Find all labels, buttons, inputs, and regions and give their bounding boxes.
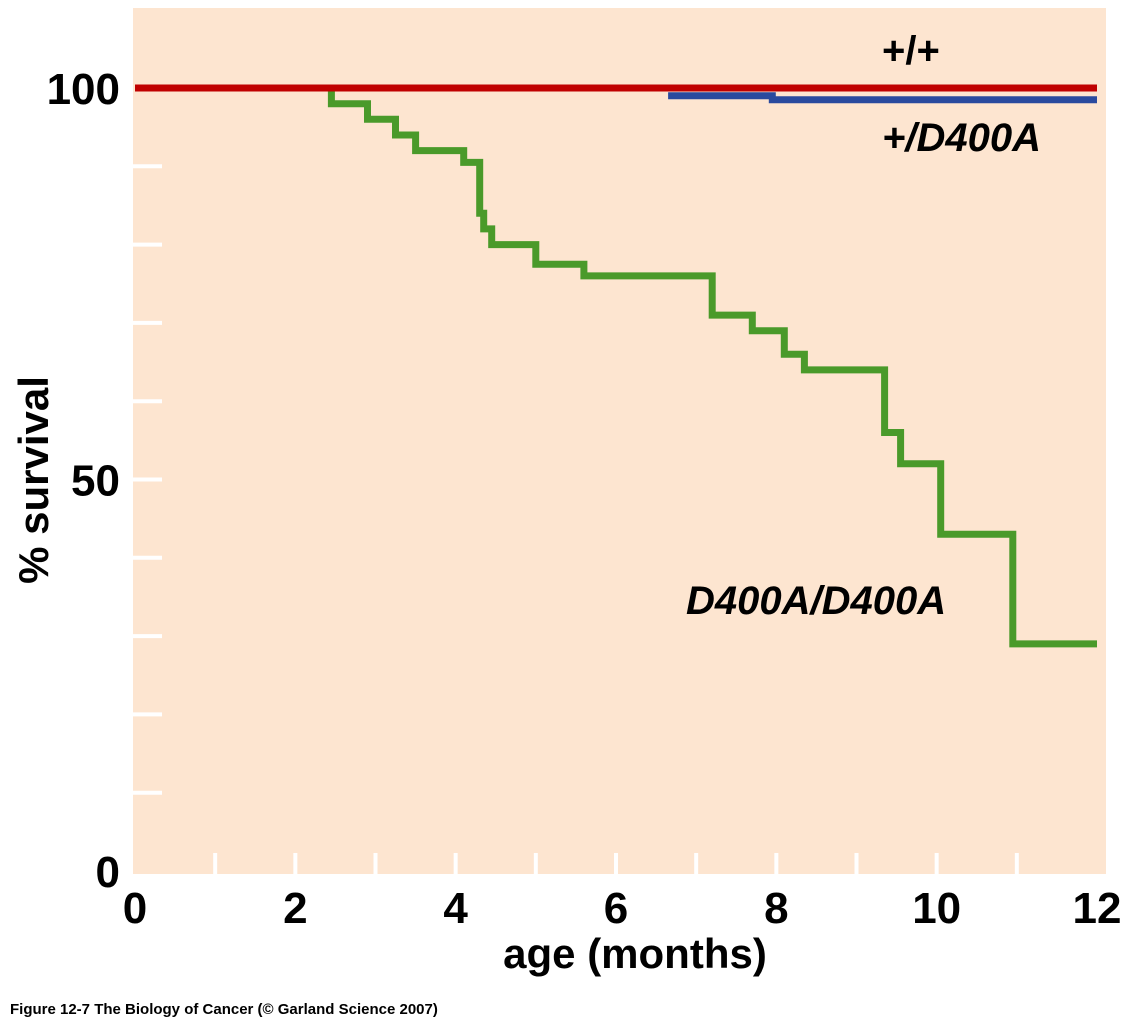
- y-tick-label: 100: [47, 65, 120, 114]
- x-tick-label: 6: [604, 884, 628, 933]
- x-tick-label: 8: [764, 884, 788, 933]
- plot-background: [133, 8, 1106, 874]
- x-tick-label: 2: [283, 884, 307, 933]
- series-homo-line: [135, 84, 1097, 648]
- figure-caption: Figure 12-7 The Biology of Cancer (© Gar…: [10, 1001, 438, 1018]
- y-tick-label: 0: [96, 848, 120, 897]
- tick-labels: 0 2 4 6 8 10 12 0 50 100: [47, 65, 1122, 933]
- series-label-wt: +/+: [882, 29, 940, 73]
- x-tick-label: 12: [1073, 884, 1122, 933]
- series-label-homo: D400A/D400A: [686, 579, 946, 623]
- x-tick-label: 0: [123, 884, 147, 933]
- series-layer: [135, 84, 1097, 648]
- series-het-line: [668, 92, 1097, 104]
- x-tick-label: 10: [912, 884, 961, 933]
- x-tick-label: 4: [443, 884, 468, 933]
- series-label-het: +/D400A: [882, 116, 1041, 160]
- minor-ticks: [133, 164, 1019, 874]
- y-tick-label: 50: [71, 457, 120, 506]
- y-axis-title: % survival: [10, 376, 57, 584]
- x-axis-title: age (months): [503, 930, 767, 977]
